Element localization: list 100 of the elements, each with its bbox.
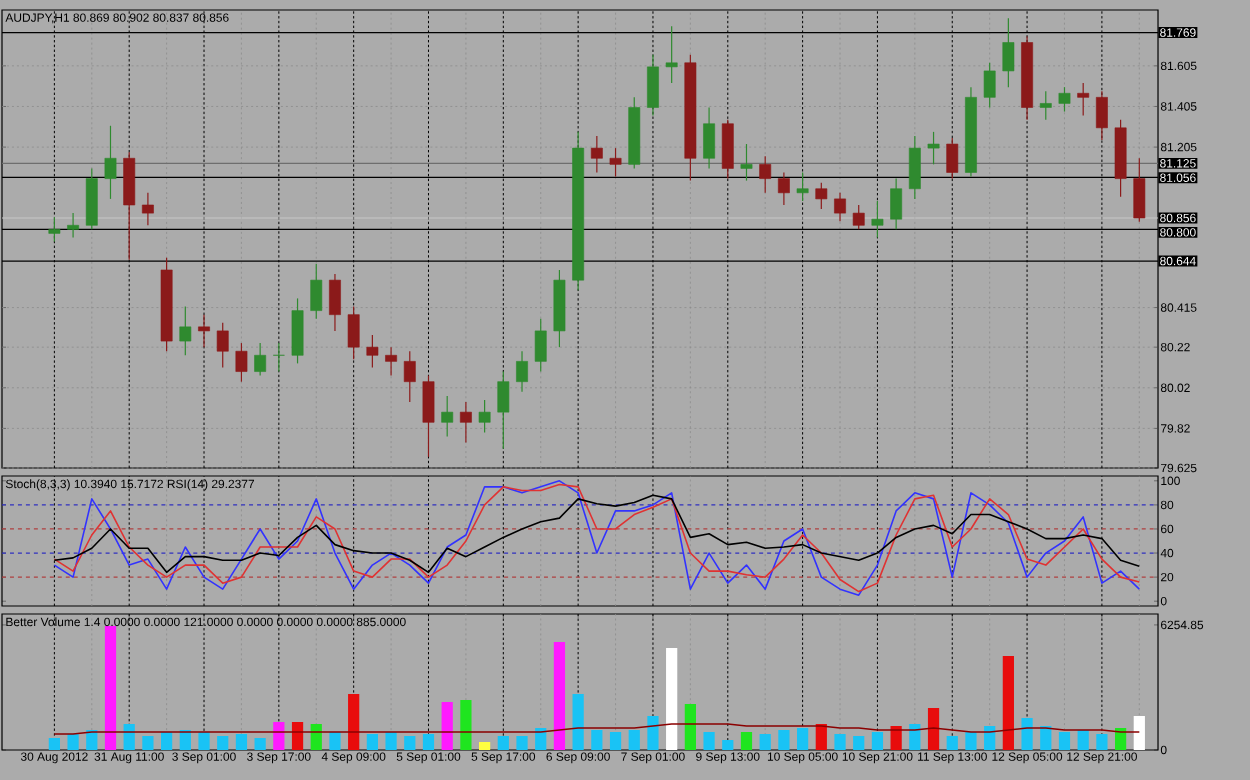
bar — [965, 732, 977, 751]
bar — [1096, 734, 1108, 751]
bar — [404, 736, 416, 751]
bar — [722, 740, 734, 751]
candlestick — [721, 119, 734, 180]
candlestick — [946, 137, 959, 180]
bar — [348, 694, 360, 751]
bar — [273, 722, 285, 751]
candlestick — [198, 314, 210, 348]
bar — [142, 736, 154, 751]
candlestick — [366, 334, 379, 369]
bar — [927, 708, 940, 751]
bar — [123, 724, 135, 751]
bar — [516, 736, 528, 751]
candlestick — [609, 147, 622, 178]
candlestick — [272, 342, 285, 373]
candlestick — [459, 401, 472, 444]
candlestick — [647, 54, 659, 117]
bar — [1021, 718, 1033, 751]
bar — [1058, 732, 1071, 751]
candlestick — [403, 350, 416, 403]
candlestick — [1095, 90, 1108, 141]
candlestick — [703, 106, 715, 170]
bar — [609, 732, 622, 751]
candlestick — [871, 200, 884, 239]
candlestick — [777, 171, 790, 206]
candlestick — [235, 342, 248, 383]
candlestick — [665, 25, 678, 84]
candlestick — [104, 125, 117, 200]
candlestick — [1077, 82, 1090, 117]
bar — [1077, 730, 1089, 751]
candlestick — [740, 143, 753, 182]
bar — [254, 738, 266, 751]
candlestick — [590, 135, 603, 174]
bar — [422, 734, 435, 751]
candlestick — [85, 167, 98, 230]
bar — [329, 732, 341, 751]
bar — [984, 726, 996, 751]
candlestick — [478, 399, 491, 434]
bar — [479, 742, 491, 751]
candlestick — [254, 342, 267, 377]
bar — [703, 732, 715, 751]
bar — [235, 734, 248, 751]
candlestick — [516, 350, 528, 393]
candlestick — [834, 192, 846, 222]
bar — [217, 736, 229, 751]
candlestick — [329, 273, 341, 332]
bar — [647, 716, 659, 751]
candlestick — [908, 135, 921, 200]
candlestick — [385, 346, 397, 377]
bar — [67, 734, 79, 751]
bar — [1002, 656, 1014, 751]
bar — [628, 730, 640, 751]
bar — [853, 736, 865, 751]
bar — [871, 732, 884, 751]
bar — [535, 728, 547, 751]
bar — [759, 734, 771, 751]
candlestick — [179, 305, 192, 356]
bar — [572, 694, 584, 751]
candlestick — [534, 318, 547, 373]
bar — [385, 732, 397, 751]
bar — [441, 702, 453, 751]
candlestick — [347, 305, 360, 360]
bar — [796, 728, 809, 751]
bar — [310, 724, 322, 751]
candlestick — [497, 370, 510, 450]
candlestick — [123, 151, 136, 261]
candlestick — [796, 171, 809, 202]
bar — [946, 736, 958, 751]
bar — [1133, 716, 1145, 751]
bar — [497, 736, 509, 751]
bar — [684, 704, 696, 751]
bar — [460, 700, 472, 751]
candlestick — [310, 263, 323, 320]
candlestick — [927, 131, 940, 165]
bar — [909, 724, 921, 751]
candlestick — [983, 62, 996, 109]
candlestick — [1039, 90, 1052, 121]
candlestick — [141, 192, 154, 226]
candlestick — [1002, 17, 1015, 88]
bar — [1114, 728, 1127, 751]
bar — [834, 734, 846, 751]
bar — [890, 726, 902, 751]
bar — [104, 626, 117, 751]
candlestick — [1058, 86, 1071, 113]
bar — [778, 730, 790, 751]
candlestick — [852, 204, 865, 230]
bar — [291, 722, 304, 751]
bar — [1040, 726, 1052, 751]
bar — [740, 732, 753, 751]
bar — [815, 724, 827, 751]
bar — [198, 732, 210, 751]
candlestick — [216, 322, 229, 369]
bar — [366, 734, 378, 751]
bar — [666, 648, 678, 751]
bar — [553, 642, 566, 751]
candlestick — [815, 182, 828, 210]
candlestick — [759, 155, 772, 194]
candlestick — [890, 177, 903, 230]
bar — [48, 738, 60, 751]
